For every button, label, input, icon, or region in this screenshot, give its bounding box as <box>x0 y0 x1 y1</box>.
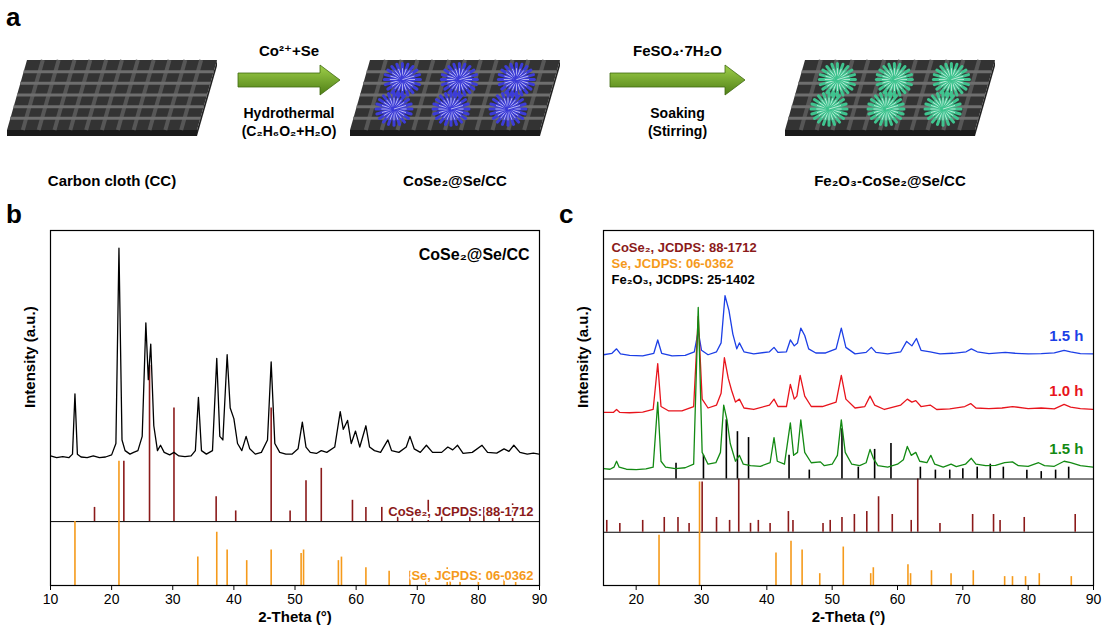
svg-text:Fe₂O₃-CoSe₂@Se/CC: Fe₂O₃-CoSe₂@Se/CC <box>814 172 966 189</box>
svg-text:40: 40 <box>226 591 242 607</box>
svg-text:80: 80 <box>471 591 487 607</box>
svg-text:20: 20 <box>104 591 120 607</box>
svg-text:CoSe₂, JCPDS: 88-1712: CoSe₂, JCPDS: 88-1712 <box>388 504 533 519</box>
svg-text:20: 20 <box>628 591 644 607</box>
svg-text:Soaking: Soaking <box>650 105 704 121</box>
svg-text:2-Theta (°): 2-Theta (°) <box>812 608 886 625</box>
svg-text:90: 90 <box>532 591 548 607</box>
html-text:c: c <box>559 199 574 229</box>
svg-text:Se, JCPDS: 06-0362: Se, JCPDS: 06-0362 <box>411 568 533 583</box>
svg-text:Intensity (a.u.): Intensity (a.u.) <box>574 306 591 408</box>
svg-text:CoSe₂@Se/CC: CoSe₂@Se/CC <box>419 246 530 263</box>
svg-text:90: 90 <box>1086 591 1102 607</box>
svg-text:1.5 h: 1.5 h <box>1049 327 1083 344</box>
svg-text:30: 30 <box>165 591 181 607</box>
html-text:b: b <box>6 199 22 229</box>
svg-text:2-Theta (°): 2-Theta (°) <box>258 608 332 625</box>
svg-text:50: 50 <box>824 591 840 607</box>
svg-text:60: 60 <box>890 591 906 607</box>
svg-text:Hydrothermal: Hydrothermal <box>243 105 334 121</box>
svg-text:a: a <box>6 2 21 32</box>
svg-text:1.5 h: 1.5 h <box>1049 440 1083 457</box>
svg-text:1.0 h: 1.0 h <box>1049 382 1083 399</box>
svg-text:70: 70 <box>955 591 971 607</box>
svg-text:Fe₂O₃, JCDPS: 25-1402: Fe₂O₃, JCDPS: 25-1402 <box>612 272 755 287</box>
svg-text:Carbon cloth (CC): Carbon cloth (CC) <box>48 172 176 189</box>
svg-text:30: 30 <box>694 591 710 607</box>
svg-text:(C₂H₆O₂+H₂O): (C₂H₆O₂+H₂O) <box>242 123 337 139</box>
svg-text:40: 40 <box>759 591 775 607</box>
svg-text:Intensity (a.u.): Intensity (a.u.) <box>21 306 38 408</box>
svg-text:10: 10 <box>43 591 59 607</box>
svg-text:(Stirring): (Stirring) <box>648 123 707 139</box>
svg-text:70: 70 <box>409 591 425 607</box>
svg-text:50: 50 <box>287 591 303 607</box>
svg-text:CoSe₂@Se/CC: CoSe₂@Se/CC <box>403 172 507 189</box>
svg-text:Se, JCDPS: 06-0362: Se, JCDPS: 06-0362 <box>612 256 734 271</box>
svg-text:Co²⁺+Se: Co²⁺+Se <box>259 42 319 59</box>
svg-text:FeSO₄·7H₂O: FeSO₄·7H₂O <box>633 42 722 59</box>
svg-text:60: 60 <box>348 591 364 607</box>
svg-text:CoSe₂, JCDPS: 88-1712: CoSe₂, JCDPS: 88-1712 <box>612 240 757 255</box>
svg-text:80: 80 <box>1020 591 1036 607</box>
